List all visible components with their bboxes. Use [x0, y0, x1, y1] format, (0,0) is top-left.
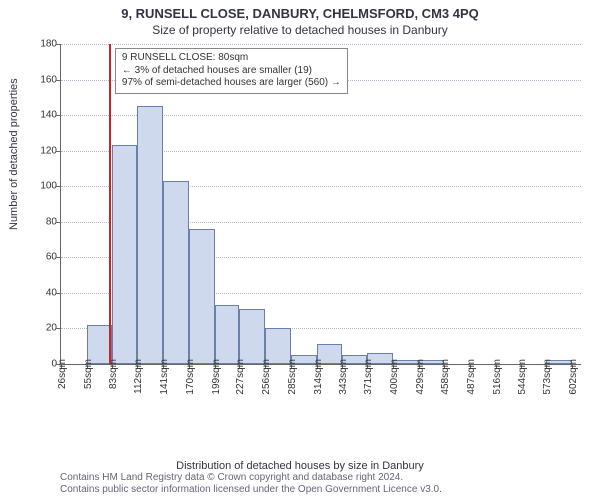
x-tick-label: 26sqm [57, 359, 68, 389]
y-tick-label: 120 [29, 145, 57, 156]
y-tick-label: 80 [29, 216, 57, 227]
chart-subtitle: Size of property relative to detached ho… [0, 21, 600, 41]
y-tick-mark [56, 222, 61, 223]
y-tick-label: 180 [29, 39, 57, 50]
y-tick-label: 60 [29, 252, 57, 263]
histogram-bar [137, 106, 163, 364]
chart-area: 02040608010012014016018026sqm55sqm83sqm1… [60, 44, 580, 414]
y-tick-mark [56, 257, 61, 258]
y-tick-label: 20 [29, 323, 57, 334]
y-axis-label: Number of detached properties [8, 78, 20, 230]
x-tick-label: 141sqm [159, 359, 170, 395]
x-axis-label: Distribution of detached houses by size … [0, 460, 600, 472]
x-tick-label: 55sqm [83, 359, 94, 389]
x-tick-label: 343sqm [338, 359, 349, 395]
x-tick-label: 227sqm [235, 359, 246, 395]
x-tick-label: 170sqm [185, 359, 196, 395]
y-tick-mark [56, 328, 61, 329]
callout-line-1: 9 RUNSELL CLOSE: 80sqm [122, 52, 341, 65]
y-tick-label: 40 [29, 287, 57, 298]
x-tick-label: 429sqm [415, 359, 426, 395]
histogram-bar [189, 229, 215, 364]
y-tick-label: 100 [29, 181, 57, 192]
plot-area: 02040608010012014016018026sqm55sqm83sqm1… [60, 44, 581, 365]
x-tick-label: 285sqm [287, 359, 298, 395]
histogram-bar [239, 309, 265, 364]
histogram-bar [112, 145, 138, 364]
histogram-bar [215, 305, 240, 364]
reference-line [109, 44, 111, 364]
x-tick-label: 371sqm [363, 359, 374, 395]
x-tick-label: 256sqm [261, 359, 272, 395]
y-tick-mark [56, 80, 61, 81]
gridline [61, 44, 581, 45]
x-tick-label: 400sqm [389, 359, 400, 395]
x-tick-label: 602sqm [568, 359, 579, 395]
x-tick-label: 112sqm [133, 359, 144, 394]
footnote-line-1: Contains HM Land Registry data © Crown c… [60, 472, 442, 484]
y-tick-label: 140 [29, 110, 57, 121]
callout-line-2: ← 3% of detached houses are smaller (19) [122, 65, 341, 78]
y-tick-label: 160 [29, 74, 57, 85]
y-tick-mark [56, 293, 61, 294]
x-tick-label: 544sqm [517, 359, 528, 395]
y-tick-mark [56, 44, 61, 45]
y-tick-mark [56, 151, 61, 152]
callout-box: 9 RUNSELL CLOSE: 80sqm← 3% of detached h… [115, 48, 348, 94]
x-tick-label: 314sqm [313, 359, 324, 395]
y-tick-label: 0 [29, 359, 57, 370]
x-tick-label: 573sqm [542, 359, 553, 395]
footnote-line-2: Contains public sector information licen… [60, 484, 442, 496]
x-tick-label: 199sqm [211, 359, 222, 395]
histogram-bar [163, 181, 189, 364]
y-tick-mark [56, 115, 61, 116]
y-tick-mark [56, 186, 61, 187]
x-tick-label: 458sqm [440, 359, 451, 395]
footnote: Contains HM Land Registry data © Crown c… [60, 472, 442, 496]
x-tick-label: 487sqm [466, 359, 477, 395]
x-tick-label: 516sqm [492, 359, 503, 395]
callout-line-3: 97% of semi-detached houses are larger (… [122, 77, 341, 90]
chart-title: 9, RUNSELL CLOSE, DANBURY, CHELMSFORD, C… [0, 0, 600, 21]
